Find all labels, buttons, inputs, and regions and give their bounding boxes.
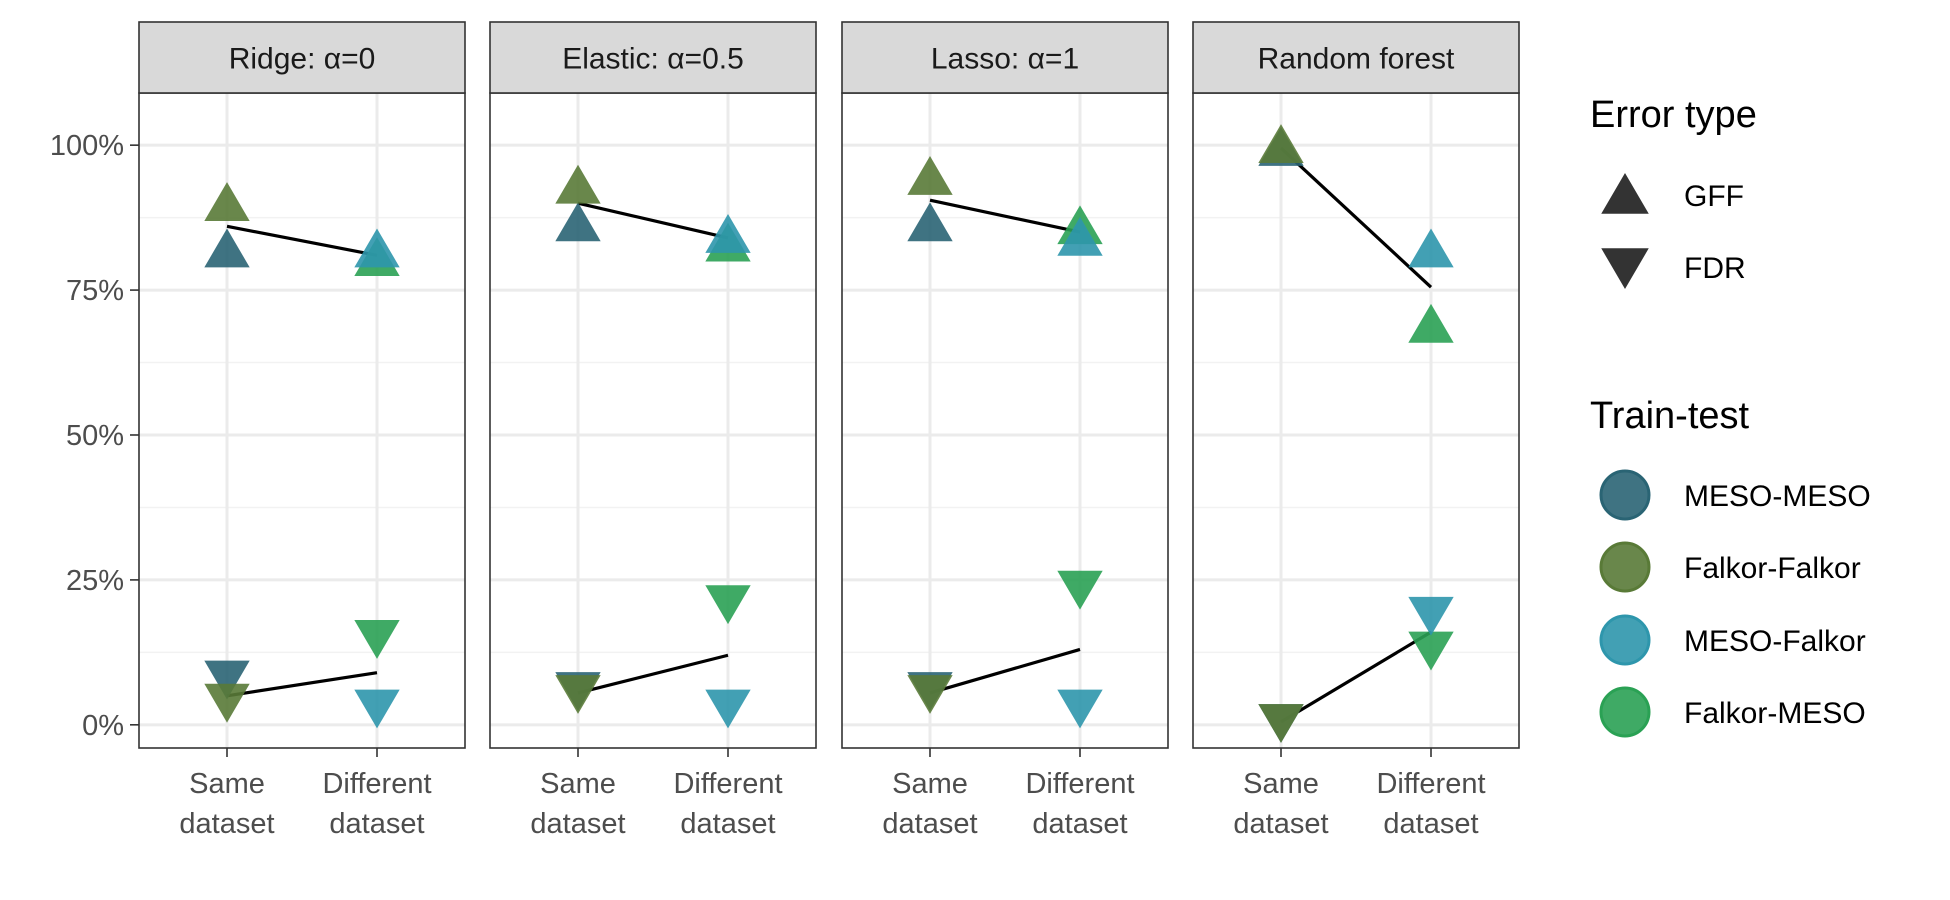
mean-lines <box>226 146 1433 724</box>
facet-strip <box>1192 21 1520 94</box>
x-tick-label: dataset <box>329 808 424 840</box>
panel-border <box>841 92 1169 749</box>
gff-point <box>555 202 601 242</box>
x-tick-label: dataset <box>179 808 274 840</box>
legend-label: GFF <box>1684 180 1744 213</box>
x-tick-label: Different <box>1025 768 1134 800</box>
mean-line <box>226 224 378 257</box>
axes: Same dataset Different dataset Same dataset Di… <box>50 130 1486 840</box>
fdr-point <box>705 585 751 625</box>
legend-label: Falkor-Falkor <box>1684 552 1861 585</box>
color-swatch-icon <box>1599 614 1651 666</box>
fdr-point <box>555 675 601 714</box>
gff-point <box>907 202 953 242</box>
mean-line <box>577 201 729 240</box>
mean-line <box>1280 630 1432 724</box>
y-tick-label: 100% <box>50 130 124 162</box>
facet-strip <box>138 21 466 94</box>
legend-title-train-test: Train-test <box>1590 395 1750 437</box>
x-tick-label: dataset <box>530 808 625 840</box>
x-tick-label: Same <box>892 768 968 800</box>
fdr-point <box>1408 631 1454 671</box>
data-points <box>204 124 1454 743</box>
x-tick-label: dataset <box>882 808 977 840</box>
x-tick-label: Same <box>1243 768 1319 800</box>
fdr-point <box>354 620 400 659</box>
legend-label: MESO-Falkor <box>1684 625 1866 658</box>
gff-point <box>1258 124 1304 164</box>
x-tick-label: dataset <box>1233 808 1328 840</box>
panel-frames <box>138 92 1520 749</box>
facet-strip-label: Elastic: α=0.5 <box>562 43 744 76</box>
legend: Error type GFF FDR Train-test MESO-MESO Falko… <box>1590 94 1871 738</box>
facet-strip-label: Ridge: α=0 <box>229 43 376 76</box>
facet-strip <box>489 21 817 94</box>
facet-strip <box>841 21 1169 94</box>
x-tick-label: Same <box>189 768 265 800</box>
legend-label: Falkor-MESO <box>1684 697 1866 730</box>
gff-point <box>354 228 400 268</box>
x-tick-label: Different <box>1376 768 1485 800</box>
y-tick-label: 75% <box>66 275 124 307</box>
fdr-point <box>204 660 250 700</box>
fdr-point <box>354 689 400 729</box>
panel-border <box>489 92 817 749</box>
y-tick-label: 25% <box>66 565 124 597</box>
gff-point <box>1057 216 1103 256</box>
x-tick-label: dataset <box>1383 808 1478 840</box>
gff-point <box>555 164 601 204</box>
mean-line <box>929 647 1081 695</box>
gff-point <box>204 228 250 268</box>
legend-label: MESO-MESO <box>1684 480 1871 513</box>
fdr-point <box>1408 596 1454 636</box>
fdr-point <box>705 689 751 729</box>
y-tick-label: 0% <box>82 710 124 742</box>
fdr-point <box>1057 689 1103 729</box>
gff-point <box>1408 228 1454 268</box>
facet-strip-label: Lasso: α=1 <box>931 43 1079 76</box>
legend-label: FDR <box>1684 252 1746 285</box>
gff-point <box>705 214 751 253</box>
legend-title-error-type: Error type <box>1590 94 1757 136</box>
color-swatch-icon <box>1599 686 1651 738</box>
fdr-point <box>204 683 250 723</box>
y-tick-label: 50% <box>66 420 124 452</box>
x-tick-label: Same <box>540 768 616 800</box>
x-tick-label: Different <box>322 768 431 800</box>
facet-strip-label: Random forest <box>1258 43 1455 76</box>
triangle-up-icon <box>1601 173 1649 214</box>
panel-border <box>138 92 466 749</box>
mean-line <box>577 653 729 695</box>
fdr-point <box>907 675 953 714</box>
x-tick-label: Different <box>673 768 782 800</box>
color-swatch-icon <box>1599 469 1651 521</box>
gff-point <box>1408 303 1454 343</box>
gff-point <box>204 182 250 221</box>
color-swatch-icon <box>1599 541 1651 593</box>
mean-line <box>1279 146 1433 289</box>
panel-border <box>1192 92 1520 749</box>
gff-point <box>907 156 953 195</box>
x-tick-label: dataset <box>680 808 775 840</box>
facet-strips: Ridge: α=0 Elastic: α=0.5 Lasso: α=1 Random… <box>138 21 1520 94</box>
mean-line <box>226 671 378 698</box>
fdr-point <box>1057 570 1103 610</box>
fdr-point <box>1258 704 1304 743</box>
x-tick-label: dataset <box>1032 808 1127 840</box>
mean-line <box>929 198 1081 234</box>
grid-lines <box>139 93 1519 748</box>
triangle-down-icon <box>1601 248 1649 289</box>
